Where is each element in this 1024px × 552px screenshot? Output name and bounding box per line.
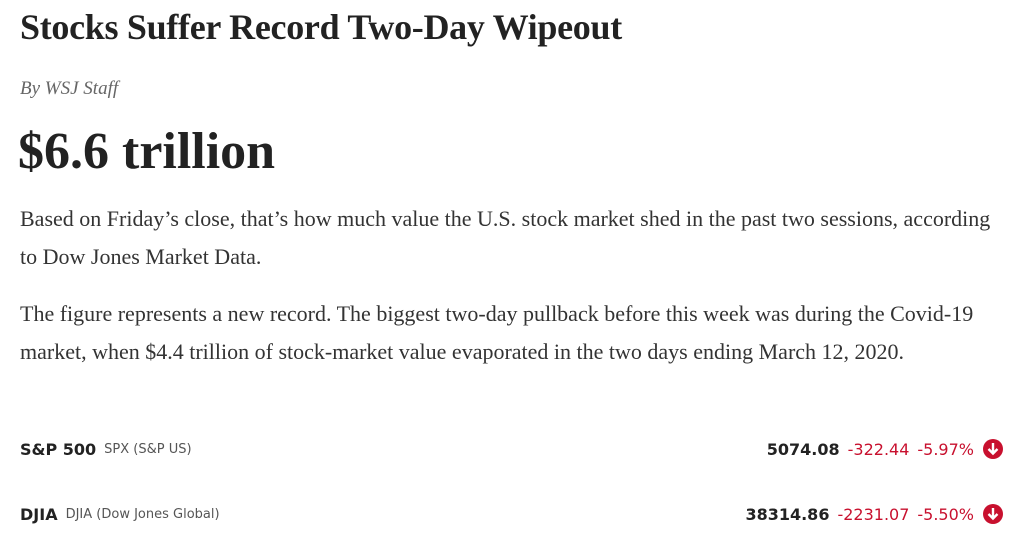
ticker-symbol: SPX (S&P US)	[104, 441, 192, 457]
paragraph: The figure represents a new record. The …	[20, 301, 974, 364]
down-icon	[983, 504, 1003, 524]
byline[interactable]: By WSJ Staff	[20, 78, 119, 99]
headline: Stocks Suffer Record Two-Day Wipeout	[20, 7, 622, 47]
ticker-row[interactable]: DJIA DJIA (Dow Jones Global) 38314.86 -2…	[20, 499, 1004, 529]
ticker-row[interactable]: S&P 500 SPX (S&P US) 5074.08 -322.44 -5.…	[20, 434, 1004, 464]
ticker-price: 5074.08	[766, 439, 840, 459]
ticker-change: -2231.07	[837, 504, 910, 524]
paragraph: Based on Friday’s close, that’s how much…	[20, 206, 991, 269]
ticker-change-pct: -5.97%	[917, 439, 974, 459]
ticker-symbol: DJIA (Dow Jones Global)	[65, 506, 220, 522]
ticker-name: S&P 500	[20, 439, 97, 459]
ticker-price: 38314.86	[745, 504, 830, 524]
ticker-change-pct: -5.50%	[917, 504, 974, 524]
ticker-name: DJIA	[20, 504, 58, 524]
down-icon	[983, 439, 1003, 459]
ticker-change: -322.44	[847, 439, 910, 459]
big-number: $6.6 trillion	[18, 123, 276, 180]
